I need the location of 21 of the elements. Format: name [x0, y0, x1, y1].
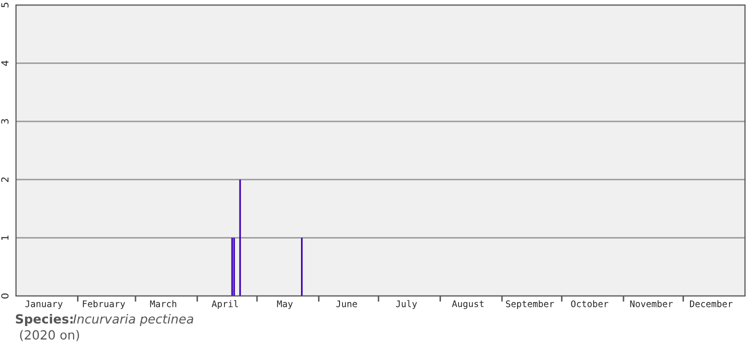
- y-tick-label: 4: [1, 60, 8, 66]
- x-tick-label: May: [277, 300, 293, 309]
- x-tick-label: October: [571, 300, 608, 308]
- x-tick-label: January: [25, 300, 63, 309]
- x-tick-label: December: [690, 300, 733, 308]
- y-tick-label: 1: [1, 236, 8, 240]
- text: (2020 on): [20, 330, 80, 342]
- x-tick-label: February: [82, 300, 126, 309]
- x-tick-label: July: [396, 300, 417, 309]
- x-tick-label: June: [336, 300, 357, 308]
- text: Species:: [16, 314, 73, 326]
- x-tick-label: November: [630, 300, 673, 308]
- x-tick-label: March: [150, 300, 176, 308]
- y-tick-label: 5: [1, 2, 9, 8]
- y-tick-label: 3: [1, 119, 9, 124]
- x-tick-label: September: [506, 300, 554, 309]
- x-tick-label: August: [452, 300, 484, 309]
- y-tick-label: 2: [1, 177, 8, 182]
- y-tick-label: 0: [1, 294, 9, 298]
- text: Incurvaria pectinea: [73, 314, 194, 326]
- x-tick-label: April: [212, 300, 238, 309]
